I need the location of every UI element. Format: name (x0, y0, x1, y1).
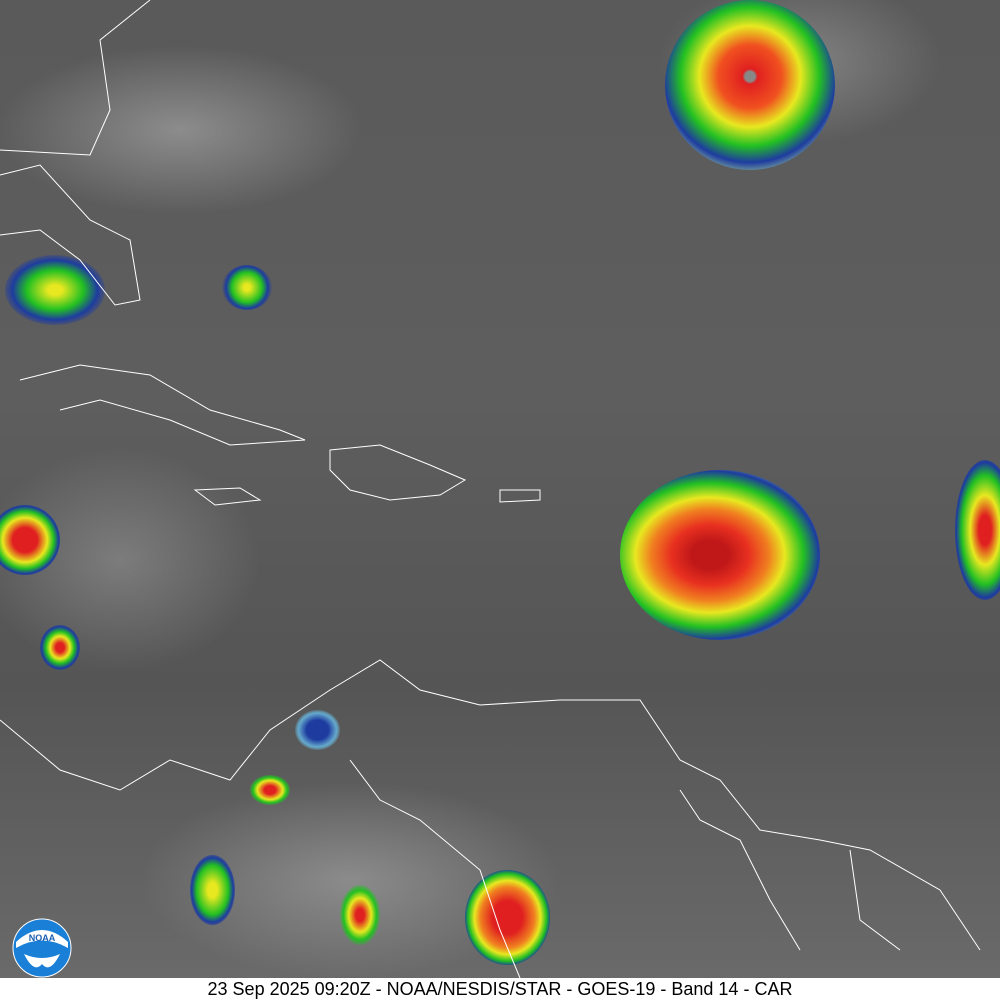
storm-east-edge (955, 460, 1000, 600)
storm-west-2 (40, 625, 80, 670)
svg-text:NOAA: NOAA (29, 933, 56, 943)
storm-florida (5, 255, 105, 325)
image-caption: 23 Sep 2025 09:20Z - NOAA/NESDIS/STAR - … (0, 978, 1000, 1000)
hispaniola-coastline (329, 444, 467, 501)
noaa-logo: NOAA (12, 918, 72, 978)
storm-panama (295, 710, 340, 750)
storm-central-america-3 (340, 885, 380, 945)
south-america-borders (349, 759, 901, 978)
jamaica-coastline (193, 487, 262, 506)
florida-coastline (0, 0, 151, 306)
storm-east-caribbean (620, 470, 820, 640)
infrared-satellite-image (0, 0, 1000, 978)
storm-central-america-1 (250, 775, 290, 805)
hurricane-north (665, 0, 835, 170)
central-america-coastline (0, 659, 981, 951)
coastline-overlay (0, 0, 981, 978)
cuba-coastline (19, 364, 306, 446)
storm-west (0, 505, 60, 575)
puerto-rico-coastline (499, 489, 541, 503)
storm-central-america-2 (190, 855, 235, 925)
storm-bahamas (222, 265, 272, 310)
